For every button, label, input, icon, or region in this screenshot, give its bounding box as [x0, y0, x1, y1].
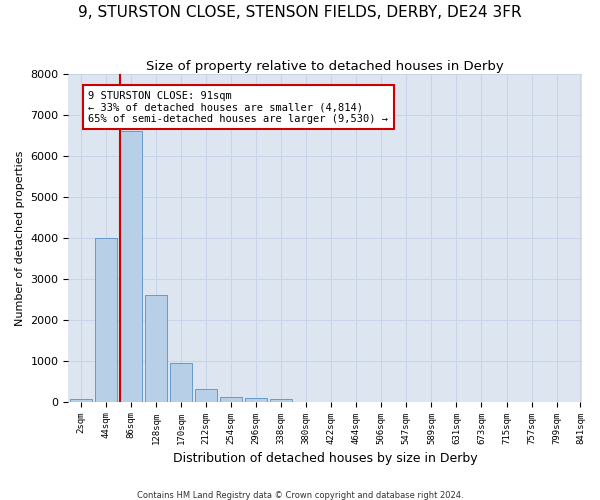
Text: 9, STURSTON CLOSE, STENSON FIELDS, DERBY, DE24 3FR: 9, STURSTON CLOSE, STENSON FIELDS, DERBY…: [78, 5, 522, 20]
Y-axis label: Number of detached properties: Number of detached properties: [15, 150, 25, 326]
Bar: [245, 398, 268, 402]
Bar: [120, 132, 142, 402]
Bar: [145, 295, 167, 402]
Text: Contains HM Land Registry data © Crown copyright and database right 2024.: Contains HM Land Registry data © Crown c…: [137, 490, 463, 500]
Text: 9 STURSTON CLOSE: 91sqm
← 33% of detached houses are smaller (4,814)
65% of semi: 9 STURSTON CLOSE: 91sqm ← 33% of detache…: [88, 90, 388, 124]
Title: Size of property relative to detached houses in Derby: Size of property relative to detached ho…: [146, 60, 504, 73]
Bar: [170, 363, 193, 402]
Bar: [195, 388, 217, 402]
Bar: [95, 238, 117, 402]
Bar: [220, 397, 242, 402]
X-axis label: Distribution of detached houses by size in Derby: Distribution of detached houses by size …: [173, 452, 478, 465]
Bar: [270, 399, 292, 402]
Bar: [70, 399, 92, 402]
